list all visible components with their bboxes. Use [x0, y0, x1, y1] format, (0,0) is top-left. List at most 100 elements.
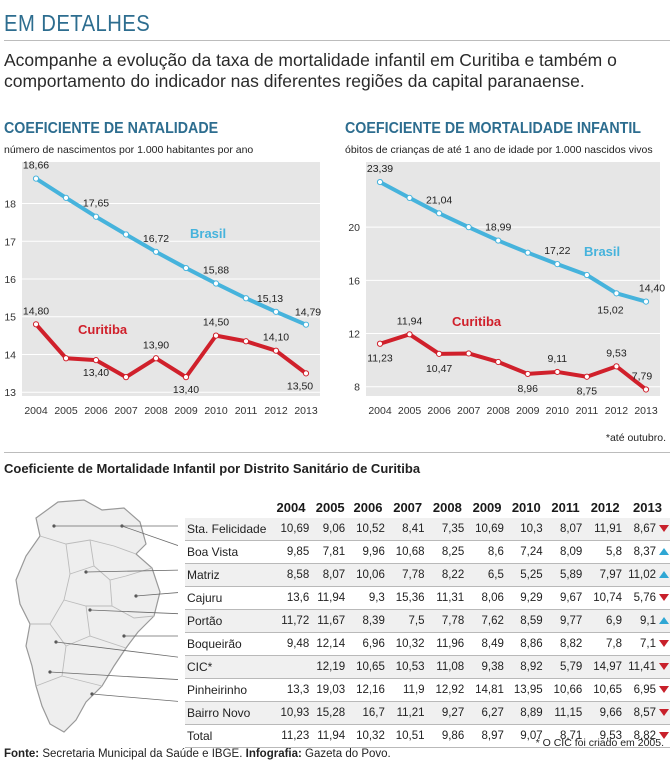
district-table: 2004 2005 2006 2007 2008 2009 2010 2011 2012 2013…: [185, 496, 670, 748]
year-header: 2013: [633, 499, 662, 515]
district-name: Bairro Novo: [185, 701, 270, 725]
year-header: 2004: [276, 499, 306, 515]
natality-chart-title: COEFICIENTE DE NATALIDADE: [4, 120, 219, 137]
data-point: [122, 374, 130, 381]
year-header: 2005: [315, 499, 345, 515]
table-cell: 19,03: [312, 678, 349, 702]
table-cell: 11,31: [427, 586, 468, 610]
table-cell: 8,82: [545, 632, 586, 656]
mortality-chart-subtitle: óbitos de crianças de até 1 ano de idade…: [345, 144, 653, 156]
x-tick-label: 2009: [516, 405, 540, 417]
table-cell: 10,51: [387, 724, 428, 748]
x-tick-label: 2007: [114, 405, 138, 417]
district-name: Portão: [185, 609, 270, 633]
cell-value: 5,76: [633, 592, 656, 604]
data-point: [242, 338, 250, 345]
table-cell: 10,53: [387, 655, 428, 679]
data-label: 14,80: [23, 305, 49, 317]
divider: [4, 452, 670, 453]
x-tick-label: 2005: [398, 405, 422, 417]
y-tick-label: 8: [354, 382, 360, 394]
table-cell: 7,1: [625, 632, 670, 656]
data-point: [152, 248, 160, 255]
table-cell: 9,1: [625, 609, 670, 633]
data-label: 14,40: [639, 283, 665, 295]
table-footnote: * O CIC foi criado em 2005.: [535, 737, 664, 749]
table-cell: 8,25: [427, 540, 468, 564]
table-cell: 13,6: [269, 586, 313, 610]
data-point: [376, 178, 384, 186]
mortality-chart: 8 12 16 20 2004 2005 2006 2007 2008 2009 2010 2011 2…: [348, 162, 665, 417]
mortality-chart-title: COEFICIENTE DE MORTALIDADE INFANTIL: [345, 120, 642, 137]
table-cell: 6,9: [585, 609, 626, 633]
data-label: 14,50: [203, 317, 229, 329]
table-row: Sta. Felicidade 10,69 9,06 10,52 8,41 7,35 10,…: [185, 518, 670, 541]
x-tick-label: 2011: [235, 405, 258, 417]
series-line-brasil: [34, 176, 308, 327]
y-tick-label: 20: [348, 222, 360, 234]
year-header: 2007: [393, 499, 423, 515]
table-cell: 6,5: [467, 563, 507, 587]
district-name: Cajuru: [185, 586, 270, 610]
table-cell: 7,78: [387, 563, 428, 587]
table-cell: 13,3: [269, 678, 313, 702]
data-point: [583, 373, 590, 380]
data-label: 13,50: [287, 380, 313, 392]
y-tick-label: 18: [4, 199, 16, 211]
data-point: [152, 355, 160, 362]
x-tick-label: 2013: [634, 405, 658, 417]
table-title: Coeficiente de Mortalidade Infantil por …: [4, 461, 421, 476]
table-cell: 11,94: [312, 724, 349, 748]
table-cell: 7,35: [427, 518, 468, 541]
data-point: [406, 331, 413, 338]
table-cell: 6,95: [625, 678, 670, 702]
table-cell: 9,85: [269, 540, 313, 564]
table-cell: 8,07: [312, 563, 349, 587]
data-point: [122, 231, 130, 238]
trend-down-icon: [659, 525, 669, 533]
table-cell: 9,27: [427, 701, 468, 725]
table-cell: 8,97: [467, 724, 507, 748]
table-cell: 8,58: [269, 563, 313, 587]
data-point: [62, 194, 70, 201]
y-tick-label: 17: [4, 236, 16, 248]
x-tick-label: 2009: [174, 405, 198, 417]
cell-value: 7,1: [640, 638, 656, 650]
data-label: 15,13: [257, 293, 283, 305]
source-text: Secretaria Municipal da Saúde e IBGE.: [39, 748, 243, 760]
data-point: [465, 350, 472, 357]
cell-value: 6,95: [633, 684, 656, 696]
data-point: [436, 350, 443, 357]
table-cell: 14,97: [585, 655, 626, 679]
data-label: 14,79: [295, 307, 321, 319]
x-tick-label: 2011: [576, 405, 599, 417]
y-tick-label: 16: [348, 275, 360, 287]
data-label: 17,65: [83, 198, 109, 210]
data-label: 21,04: [426, 194, 452, 206]
table-cell: 9,77: [545, 609, 586, 633]
data-point: [583, 271, 590, 279]
table-row: Pinheirinho 13,3 19,03 12,16 11,9 12,92 14,81 1…: [185, 678, 670, 702]
table-cell: 6,96: [348, 632, 388, 656]
x-tick-label: 2008: [144, 405, 168, 417]
district-name: Boa Vista: [185, 540, 270, 564]
data-point: [613, 363, 620, 370]
series-line-curitiba: [34, 322, 308, 380]
data-point: [182, 264, 190, 272]
year-header: 2009: [472, 499, 502, 515]
table-cell: 8,41: [387, 518, 428, 541]
table-cell: 8,09: [545, 540, 586, 564]
cell-value: 11,02: [628, 569, 656, 581]
data-label: 11,23: [367, 353, 393, 365]
data-point: [272, 308, 280, 315]
table-cell: 10,06: [348, 563, 388, 587]
y-tick-label: 12: [348, 329, 360, 341]
data-point: [642, 386, 650, 393]
table-row: Cajuru 13,6 11,94 9,3 15,36 11,31 8,06 9,29 9,67…: [185, 586, 670, 610]
table-cell: 11,21: [387, 701, 428, 725]
x-tick-label: 2012: [264, 405, 288, 417]
section-label: EM DETALHES: [4, 10, 151, 36]
table-cell: 13,95: [506, 678, 546, 702]
x-tick-label: 2006: [84, 405, 108, 417]
table-cell: 7,97: [585, 563, 626, 587]
